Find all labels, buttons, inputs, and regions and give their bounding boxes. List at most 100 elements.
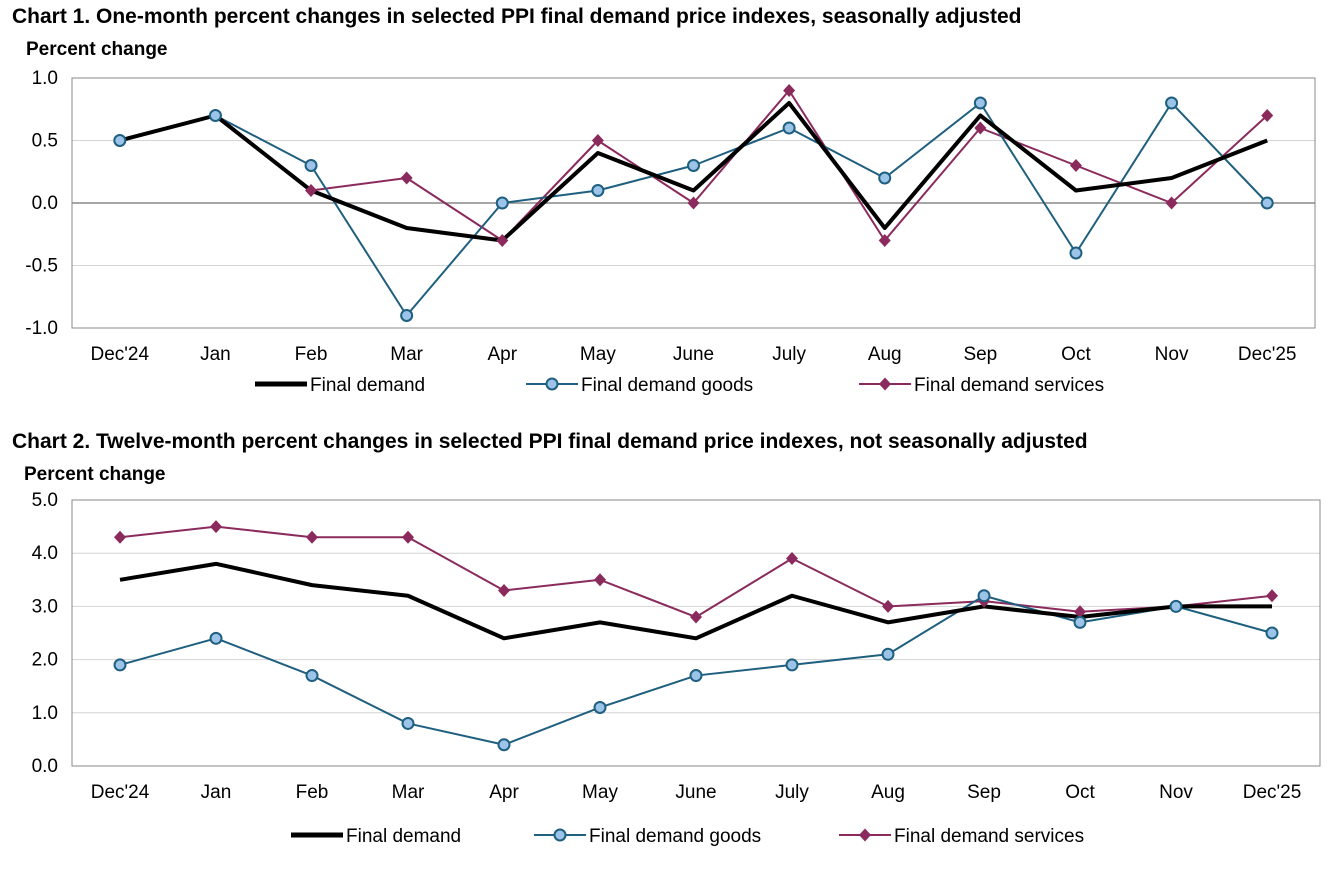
chart1-services-point xyxy=(400,171,413,185)
chart2-goods-point xyxy=(305,669,319,683)
chart2-goods-point xyxy=(977,589,991,603)
chart1-x-tick-label: Dec'25 xyxy=(1238,344,1297,365)
chart1-x-tick-label: Aug xyxy=(868,344,902,365)
chart2-goods-point xyxy=(401,716,415,730)
chart2-goods-point xyxy=(689,669,703,683)
chart2-services-point xyxy=(114,530,126,544)
chart1-x-tick-label: Nov xyxy=(1155,344,1189,365)
chart2-goods-point xyxy=(881,647,895,661)
chart2-y-tick-label: 3.0 xyxy=(32,596,58,617)
chart1-goods-point xyxy=(208,109,222,122)
chart2-services-point xyxy=(882,599,894,613)
chart1-x-tick-label: May xyxy=(580,344,616,365)
chart2-y-tick-label: 5.0 xyxy=(32,490,58,511)
chart2-goods-point xyxy=(113,658,127,672)
chart1-services-point xyxy=(496,234,509,247)
chart2-legend-marker xyxy=(553,828,567,842)
chart2-y-tick-label: 2.0 xyxy=(32,650,58,671)
chart2-x-tick-label: May xyxy=(582,782,618,803)
chart2-legend-marker xyxy=(859,828,871,842)
chart2-services-point xyxy=(210,520,222,534)
chart1-legend-marker xyxy=(879,377,891,391)
chart2-y-tick-label: 0.0 xyxy=(32,756,58,777)
chart1-goods-point xyxy=(782,121,796,135)
chart2-x-tick-label: Mar xyxy=(392,782,425,803)
chart1-y-tick-label: 0.0 xyxy=(32,193,58,214)
chart2-plot-frame xyxy=(71,499,1321,767)
chart1-legend-label: Final demand goods xyxy=(581,375,753,396)
chart2-legend-label: Final demand goods xyxy=(589,826,761,847)
chart1-goods-point xyxy=(400,309,414,322)
chart1-x-tick-label: Feb xyxy=(295,344,328,365)
chart1-x-tick-label: July xyxy=(772,344,806,365)
chart1-y-axis-label: Percent change xyxy=(26,39,168,60)
chart2-goods-point xyxy=(209,631,223,645)
chart1-goods-point xyxy=(973,96,987,110)
chart1-y-tick-label: 0.5 xyxy=(32,131,58,152)
chart1-services-point xyxy=(591,134,604,147)
chart1-x-tick-label: Oct xyxy=(1061,344,1091,365)
chart1-x-tick-label: Jan xyxy=(200,344,231,365)
chart1-x-tick-label: Mar xyxy=(390,344,423,365)
chart2-services-point xyxy=(498,583,510,597)
chart2-x-tick-label: Apr xyxy=(489,782,519,803)
chart1-x-tick-label: Apr xyxy=(487,344,517,365)
chart1-goods-point xyxy=(687,159,700,172)
chart2-goods-point xyxy=(1265,626,1279,640)
chart2-services-point xyxy=(306,530,318,544)
chart1-goods-point xyxy=(304,159,318,172)
chart2-x-tick-label: Nov xyxy=(1159,782,1193,803)
chart1-x-tick-label: Dec'24 xyxy=(91,344,150,365)
chart2-x-tick-label: Aug xyxy=(871,782,905,803)
chart2-x-tick-label: Sep xyxy=(967,782,1001,803)
chart1-services-point xyxy=(1261,109,1274,122)
chart2-x-tick-label: Feb xyxy=(296,782,329,803)
chart2-services-point xyxy=(1074,605,1086,619)
chart1-y-tick-label: 1.0 xyxy=(32,68,58,89)
chart1-goods-point xyxy=(495,196,509,210)
chart2-goods-point xyxy=(1073,615,1087,629)
chart1-title: Chart 1. One-month percent changes in se… xyxy=(12,5,1022,28)
chart2-x-tick-label: Dec'24 xyxy=(91,782,150,803)
chart2-services-point xyxy=(690,610,702,624)
chart1-goods-point xyxy=(1260,196,1274,210)
chart1-legend-marker xyxy=(545,377,559,391)
chart2-goods-point xyxy=(785,658,799,672)
chart1-services-point xyxy=(1165,196,1178,210)
chart1-y-tick-label: -1.0 xyxy=(25,318,58,339)
chart2-legend-label: Final demand services xyxy=(894,826,1084,847)
chart2-title: Chart 2. Twelve-month percent changes in… xyxy=(12,430,1088,453)
chart2-services-point xyxy=(594,573,606,587)
chart2-x-tick-label: Oct xyxy=(1065,782,1095,803)
chart2-x-tick-label: June xyxy=(675,782,716,803)
chart2-x-tick-label: Dec'25 xyxy=(1243,782,1302,803)
chart1-services-point xyxy=(783,84,796,97)
chart2-goods-point xyxy=(497,738,511,752)
chart2-services-point xyxy=(1266,589,1278,603)
chart1-services-point xyxy=(1069,159,1082,172)
chart1-goods-point xyxy=(1069,246,1083,260)
chart2-x-tick-label: July xyxy=(775,782,809,803)
chart1-services-point xyxy=(305,184,318,197)
chart2-services-point xyxy=(786,552,798,566)
chart2-goods-point xyxy=(593,700,607,714)
chart1-y-tick-label: -0.5 xyxy=(25,256,58,277)
chart2-y-tick-label: 1.0 xyxy=(32,703,58,724)
chart2-legend-label: Final demand xyxy=(346,826,461,847)
chart2-series-line-final-demand-services xyxy=(119,525,1273,619)
chart2-y-axis-label: Percent change xyxy=(24,464,166,485)
chart1-services-point xyxy=(687,196,700,210)
chart1-legend-label: Final demand services xyxy=(914,375,1104,396)
chart2-series-line-final-demand xyxy=(119,561,1272,641)
chart2-x-tick-label: Jan xyxy=(201,782,232,803)
chart1-x-tick-label: Sep xyxy=(963,344,997,365)
chart1-plot-frame xyxy=(71,77,1316,329)
chart1-services-point xyxy=(974,121,987,135)
chart1-x-tick-label: June xyxy=(673,344,714,365)
chart2-goods-point xyxy=(1169,599,1183,613)
chart1-legend-label: Final demand xyxy=(310,375,425,396)
chart2-services-point xyxy=(402,530,414,544)
chart1-goods-point xyxy=(878,171,892,185)
chart1-plot: -1.0 -0.5 0.0 0.5 1.0 Dec'24 Jan Feb Mar Apr May Ju… xyxy=(25,68,1316,396)
